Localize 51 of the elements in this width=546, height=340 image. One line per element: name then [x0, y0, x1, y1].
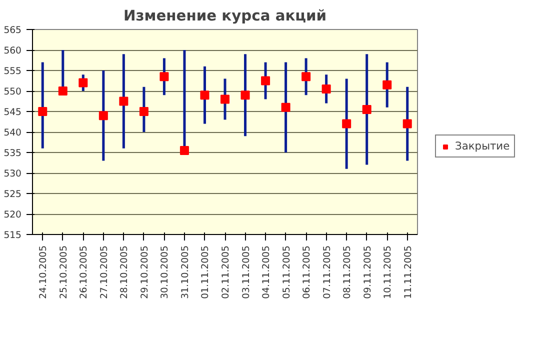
- point: [180, 146, 189, 155]
- x-tick-label: 11.11.2005: [402, 245, 414, 299]
- x-tick-label: 10.11.2005: [382, 245, 394, 299]
- x-tick-label: 25.10.2005: [58, 245, 70, 299]
- y-tick-label: 565: [4, 25, 22, 36]
- y-tick-label: 540: [4, 128, 22, 138]
- x-tick-label: 02.11.2005: [220, 245, 232, 299]
- x-tick-label: 04.11.2005: [261, 245, 272, 299]
- point: [78, 78, 88, 88]
- y-tick-label: 535: [4, 148, 22, 159]
- point: [38, 107, 48, 116]
- point: [139, 107, 148, 116]
- x-tick-label: 06.11.2005: [302, 245, 313, 299]
- y-tick-label: 520: [4, 210, 22, 220]
- x-tick-label: 08.11.2005: [342, 245, 354, 299]
- y-tick-label: 550: [4, 86, 22, 98]
- x-tick-label: 30.10.2005: [160, 245, 171, 299]
- point: [342, 119, 352, 128]
- x-tick-label: 29.10.2005: [139, 245, 150, 299]
- point: [200, 90, 210, 100]
- x-tick-label: 05.11.2005: [281, 245, 292, 299]
- x-tick-label: 24.10.2005: [38, 245, 50, 299]
- x-tick-label: 26.10.2005: [78, 245, 90, 299]
- x-tick-label: 27.10.2005: [98, 245, 110, 299]
- x-tick-label: 01.11.2005: [200, 245, 212, 299]
- point: [119, 96, 128, 106]
- x-tick-label: 03.11.2005: [240, 245, 252, 299]
- point: [382, 80, 392, 90]
- x-tick-label: 07.11.2005: [322, 245, 333, 299]
- point: [220, 94, 230, 104]
- point: [240, 90, 250, 100]
- point: [160, 72, 169, 82]
- x-tick-label: 09.11.2005: [362, 245, 374, 299]
- x-tick-label: 28.10.2005: [119, 245, 130, 299]
- point: [302, 72, 311, 82]
- y-tick-label: 560: [4, 46, 22, 56]
- legend-label: Закрытие: [455, 140, 510, 152]
- point: [322, 84, 331, 94]
- y-tick-label: 525: [4, 189, 22, 200]
- point: [98, 111, 108, 120]
- y-tick-label: 530: [4, 168, 22, 180]
- y-tick-label: 545: [4, 107, 22, 118]
- y-tick-label: 515: [4, 230, 22, 241]
- x-tick-label: 31.10.2005: [180, 245, 191, 299]
- chart-title: Изменение курса акций: [123, 8, 327, 24]
- point: [58, 86, 68, 96]
- point: [362, 104, 372, 114]
- point: [402, 119, 412, 128]
- point: [281, 102, 290, 112]
- y-tick-label: 555: [4, 66, 22, 77]
- point: [261, 76, 270, 86]
